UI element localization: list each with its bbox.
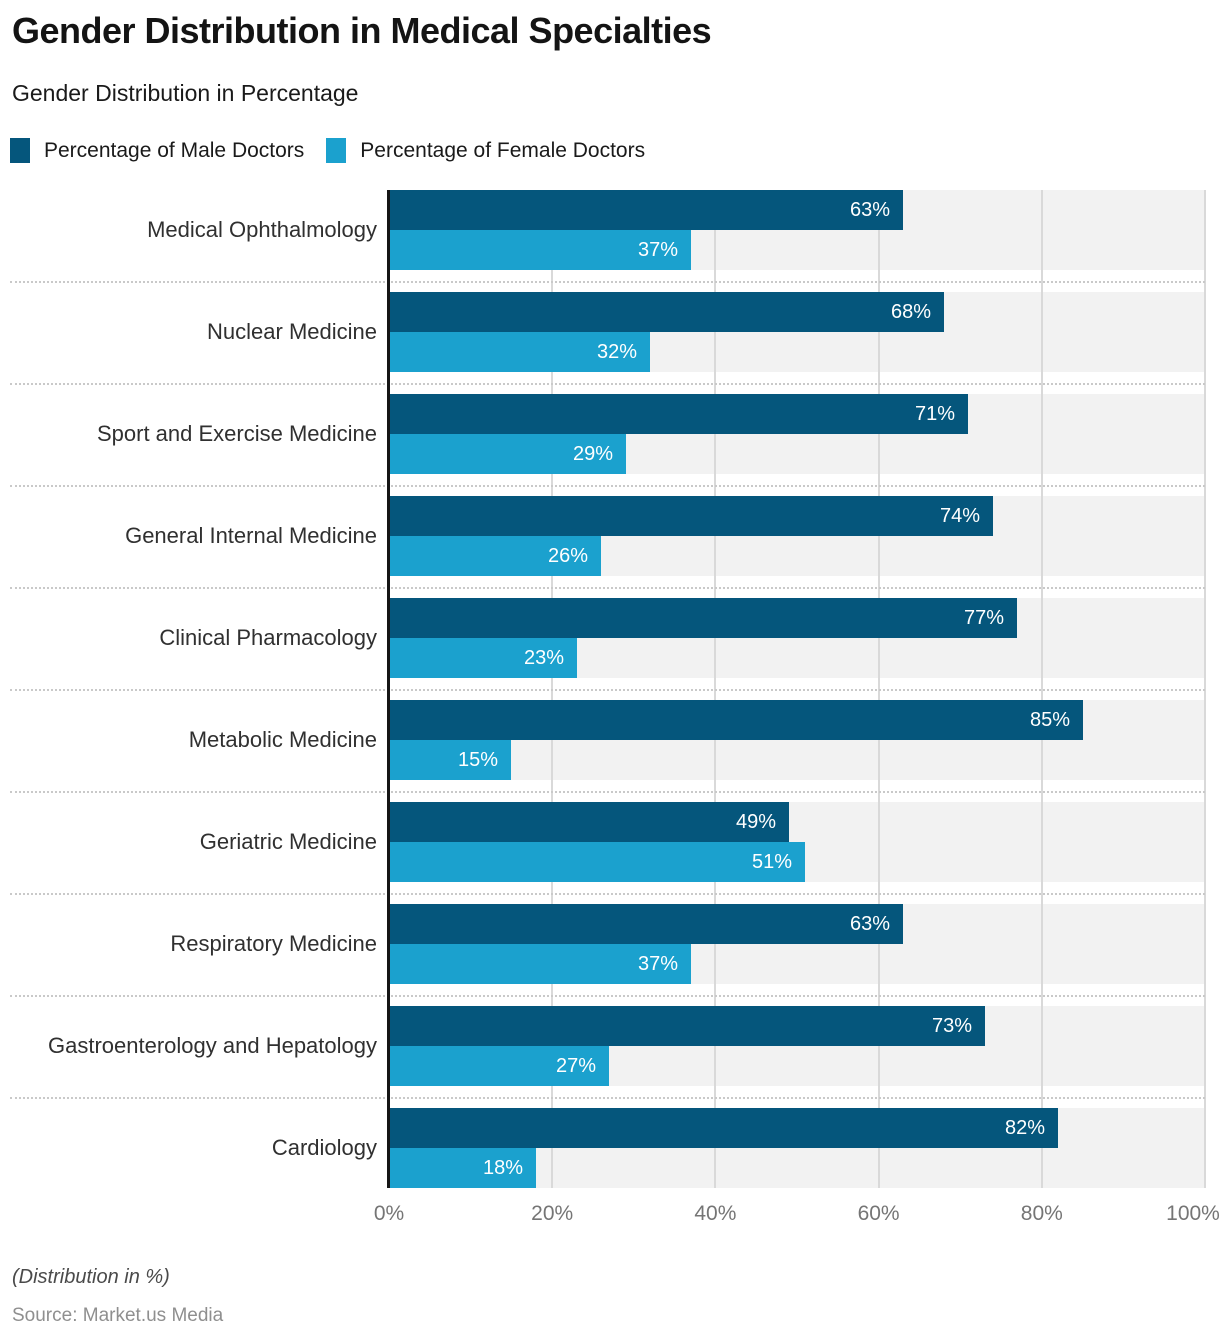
- category-label: Medical Ophthalmology: [147, 217, 377, 243]
- y-axis-line: [387, 190, 390, 1188]
- bar-value-label: 71%: [914, 402, 955, 425]
- bar-value-label: 51%: [751, 850, 792, 873]
- legend-swatch-male-icon: [10, 138, 30, 163]
- bar-value-label: 37%: [637, 238, 678, 261]
- bar-value-label: 37%: [637, 952, 678, 975]
- bar-value-label: 27%: [555, 1054, 596, 1077]
- male-bar: 63%: [389, 190, 903, 230]
- female-bar: 51%: [389, 842, 805, 882]
- legend-label-female: Percentage of Female Doctors: [360, 138, 646, 162]
- bar-value-label: 49%: [735, 810, 776, 833]
- male-bar: 77%: [389, 598, 1017, 638]
- category-label: Geriatric Medicine: [199, 829, 377, 855]
- female-bar: 23%: [389, 638, 577, 678]
- legend-item-female: Percentage of Female Doctors: [326, 138, 645, 163]
- male-bar: 68%: [389, 292, 944, 332]
- legend-item-male: Percentage of Male Doctors: [10, 138, 304, 163]
- male-bar: 74%: [389, 496, 993, 536]
- legend-swatch-female-icon: [326, 138, 347, 163]
- bar-value-label: 15%: [457, 748, 498, 771]
- female-bar: 32%: [389, 332, 650, 372]
- bar-value-label: 63%: [849, 912, 890, 935]
- source-credit: Source: Market.us Media: [12, 1305, 224, 1326]
- category-label: Metabolic Medicine: [188, 727, 377, 753]
- plot-area: Medical Ophthalmology 63% 37% Nuclear Medic…: [0, 190, 1220, 1188]
- female-bar: 27%: [389, 1046, 609, 1086]
- x-tick-label: 60%: [857, 1202, 900, 1225]
- category-label: Gastroenterology and Hepatology: [48, 1033, 377, 1059]
- category-label: Cardiology: [271, 1135, 377, 1161]
- female-bar: 29%: [389, 434, 626, 474]
- bar-value-label: 74%: [939, 504, 980, 527]
- gridline-100%: [1204, 190, 1206, 1188]
- bar-value-label: 82%: [1004, 1116, 1045, 1139]
- row-separator: [10, 791, 1205, 793]
- category-label: Sport and Exercise Medicine: [96, 421, 377, 447]
- bar-value-label: 26%: [547, 544, 588, 567]
- row-separator: [10, 485, 1205, 487]
- row-separator: [10, 1097, 1205, 1099]
- footnote: (Distribution in %): [12, 1266, 170, 1288]
- bar-value-label: 63%: [849, 198, 890, 221]
- legend-label-male: Percentage of Male Doctors: [44, 138, 305, 162]
- row-separator: [10, 689, 1205, 691]
- male-bar: 82%: [389, 1108, 1058, 1148]
- x-tick-label: 0%: [373, 1202, 405, 1225]
- row-separator: [10, 281, 1205, 283]
- legend: Percentage of Male Doctors Percentage of…: [10, 138, 645, 163]
- x-axis: 0% 20% 40% 60% 80% 100%: [0, 1202, 1220, 1232]
- bar-value-label: 23%: [523, 646, 564, 669]
- bar-value-label: 68%: [890, 300, 931, 323]
- x-tick-label: 40%: [694, 1202, 737, 1225]
- bar-value-label: 32%: [596, 340, 637, 363]
- category-label: Respiratory Medicine: [170, 931, 377, 957]
- row-separator: [10, 995, 1205, 997]
- female-bar: 37%: [389, 944, 691, 984]
- chart-subtitle: Gender Distribution in Percentage: [12, 80, 359, 106]
- bar-value-label: 18%: [482, 1156, 523, 1179]
- female-bar: 18%: [389, 1148, 536, 1188]
- female-bar: 26%: [389, 536, 601, 576]
- category-label: Clinical Pharmacology: [159, 625, 377, 651]
- category-label: General Internal Medicine: [125, 523, 377, 549]
- bar-value-label: 29%: [572, 442, 613, 465]
- row-separator: [10, 893, 1205, 895]
- x-tick-label: 80%: [1020, 1202, 1063, 1225]
- bar-value-label: 73%: [931, 1014, 972, 1037]
- male-bar: 63%: [389, 904, 903, 944]
- female-bar: 37%: [389, 230, 691, 270]
- male-bar: 71%: [389, 394, 968, 434]
- male-bar: 73%: [389, 1006, 985, 1046]
- x-tick-label: 20%: [531, 1202, 574, 1225]
- category-label: Nuclear Medicine: [207, 319, 377, 345]
- male-bar: 85%: [389, 700, 1083, 740]
- x-tick-label: 100%: [1166, 1202, 1220, 1225]
- page-title: Gender Distribution in Medical Specialti…: [12, 10, 712, 51]
- row-separator: [10, 383, 1205, 385]
- bar-value-label: 77%: [963, 606, 1004, 629]
- female-bar: 15%: [389, 740, 511, 780]
- bar-value-label: 85%: [1029, 708, 1070, 731]
- row-separator: [10, 587, 1205, 589]
- male-bar: 49%: [389, 802, 789, 842]
